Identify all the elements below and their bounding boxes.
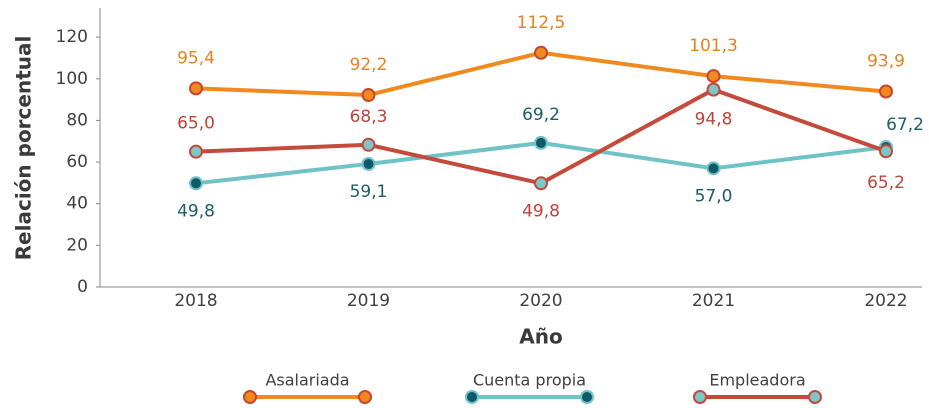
marker: [361, 156, 376, 171]
y-tick-label: 100: [56, 69, 88, 89]
y-tick-label: 20: [66, 235, 88, 255]
data-label: 68,3: [350, 107, 388, 127]
data-label: 65,2: [867, 173, 905, 193]
marker: [361, 137, 376, 152]
marker: [189, 176, 203, 191]
legend-marker: [580, 390, 594, 404]
data-label: 65,0: [177, 114, 215, 134]
marker: [534, 135, 548, 150]
y-tick-label: 0: [77, 277, 88, 297]
marker: [879, 84, 893, 99]
x-tick-label: 2022: [864, 291, 907, 311]
y-axis-title: Relación porcentual: [12, 36, 36, 261]
legend-marker: [693, 390, 707, 404]
legend-marker: [465, 390, 479, 404]
data-label: 95,4: [177, 48, 215, 68]
data-label: 49,8: [177, 201, 215, 221]
marker: [706, 82, 721, 97]
legend-label: Asalariada: [265, 371, 349, 390]
data-label: 69,2: [522, 105, 560, 125]
x-tick-label: 2020: [519, 291, 562, 311]
data-label: 112,5: [517, 13, 566, 33]
legend-marker: [808, 390, 822, 404]
marker: [534, 176, 548, 191]
data-label: 59,1: [350, 182, 388, 202]
x-axis-title: Año: [519, 325, 562, 349]
marker: [189, 81, 203, 96]
data-label: 92,2: [350, 55, 388, 75]
x-tick-label: 2019: [347, 291, 390, 311]
legend-marker: [358, 390, 372, 404]
x-tick-label: 2021: [692, 291, 735, 311]
y-tick-label: 80: [66, 110, 88, 130]
data-label: 93,9: [867, 51, 905, 71]
data-label: 101,3: [689, 36, 738, 56]
data-label: 94,8: [695, 110, 733, 130]
data-label: 49,8: [522, 201, 560, 221]
legend-marker: [243, 390, 257, 404]
marker: [706, 161, 721, 176]
legend-label: Cuenta propia: [473, 371, 586, 390]
marker: [706, 69, 721, 84]
marker: [879, 144, 893, 159]
x-tick-label: 2018: [174, 291, 217, 311]
y-tick-label: 60: [66, 152, 88, 172]
data-label: 67,2: [886, 115, 924, 135]
y-tick-label: 120: [56, 27, 88, 47]
legend-label: Empleadora: [709, 371, 805, 390]
marker: [189, 144, 203, 159]
y-tick-label: 40: [66, 194, 88, 214]
marker: [361, 88, 376, 103]
marker: [534, 45, 548, 60]
data-label: 57,0: [695, 186, 733, 206]
